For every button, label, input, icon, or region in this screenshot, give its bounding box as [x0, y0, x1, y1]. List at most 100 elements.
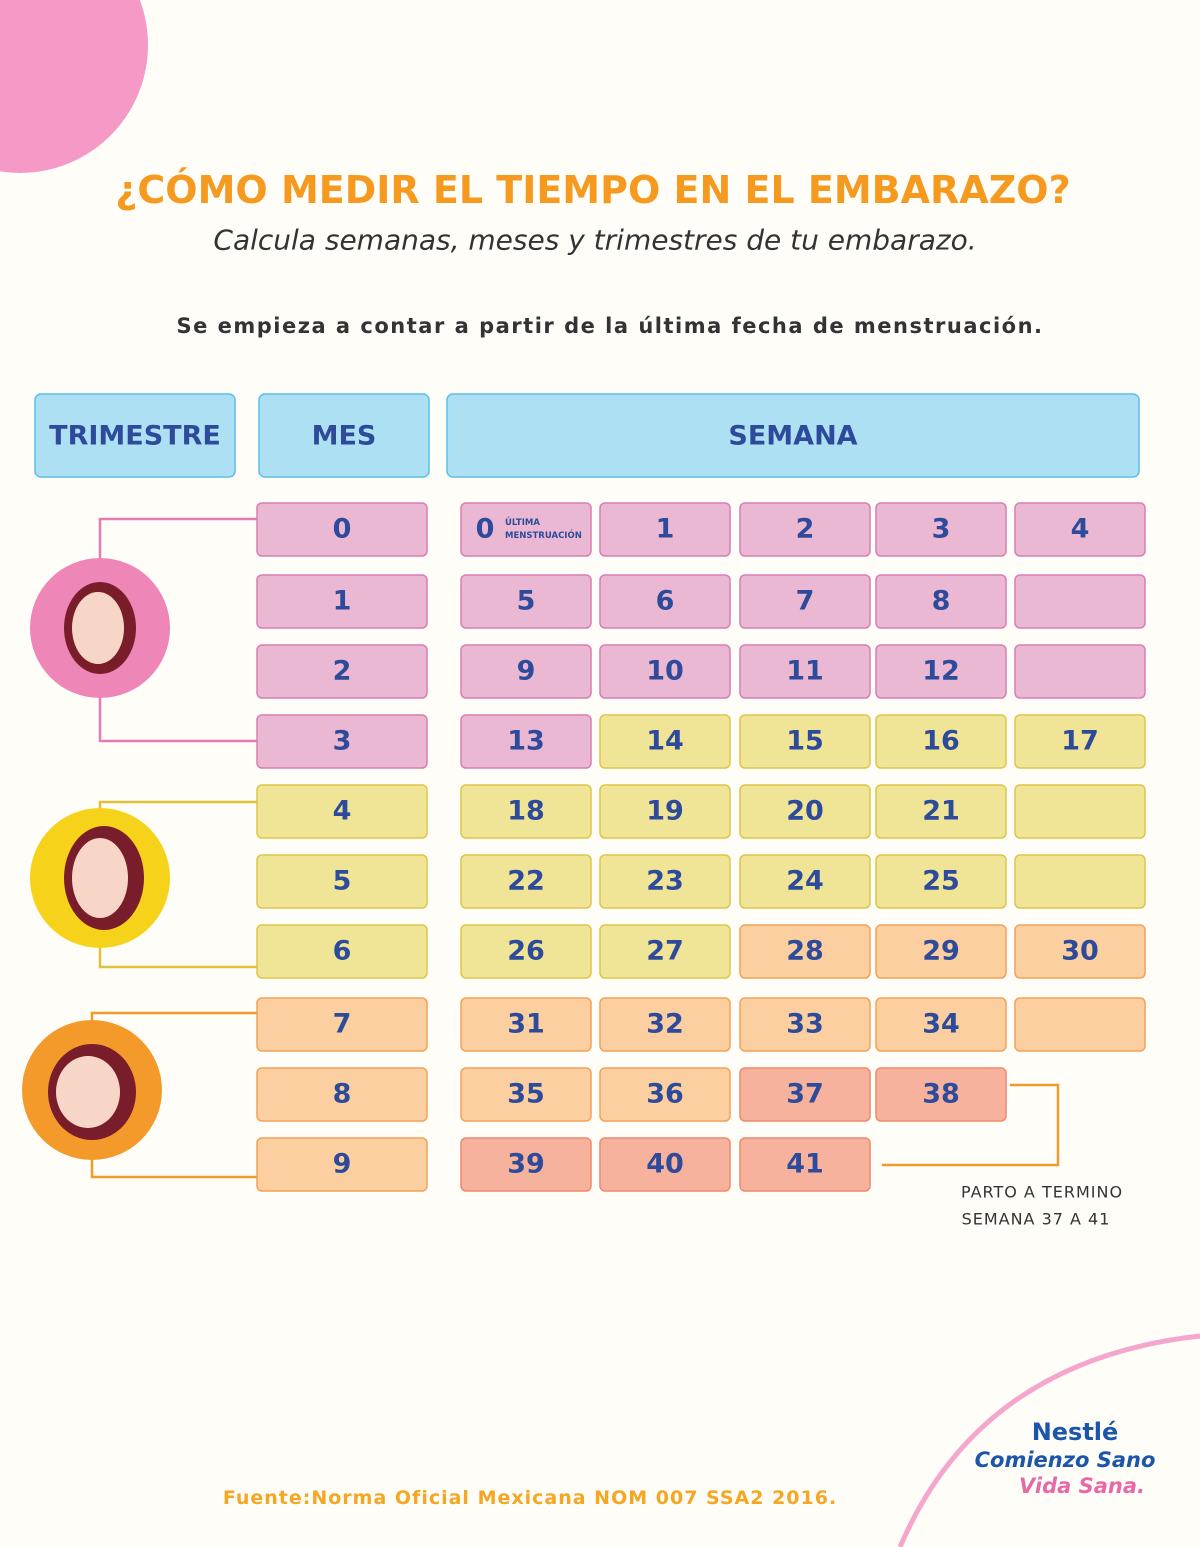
week-cell — [460, 1067, 592, 1122]
week-cell — [1014, 784, 1146, 839]
title: ¿CÓMO MEDIR EL TIEMPO EN EL EMBARAZO? — [115, 168, 1070, 212]
week-label: 11 — [786, 656, 824, 687]
week-label: 14 — [646, 726, 684, 757]
week-cell — [875, 924, 1007, 979]
logo-brand: Nestlé — [1032, 1418, 1119, 1446]
week-cell — [460, 574, 592, 629]
corner-circle — [0, 0, 148, 173]
week-cell — [599, 997, 731, 1052]
week-label: 36 — [646, 1079, 684, 1110]
header-label: SEMANA — [728, 421, 857, 452]
week-label: 18 — [507, 796, 545, 827]
week-label: 21 — [922, 796, 960, 827]
week-cell — [739, 854, 871, 909]
month-cell — [256, 714, 428, 769]
logo-line: Vida Sana. — [1019, 1474, 1145, 1498]
week-cell — [460, 784, 592, 839]
source: Fuente:Norma Oficial Mexicana NOM 007 SS… — [223, 1487, 837, 1509]
week-cell — [460, 997, 592, 1052]
week-label: 28 — [786, 936, 824, 967]
week-note: ÚLTIMA — [505, 516, 540, 528]
month-label: 6 — [333, 936, 352, 967]
week-cell — [460, 644, 592, 699]
week-cell — [1014, 997, 1146, 1052]
week-label: 9 — [517, 656, 536, 687]
week-cell — [739, 997, 871, 1052]
week-label: 7 — [796, 586, 815, 617]
week-cell — [875, 784, 1007, 839]
week-cell — [460, 714, 592, 769]
month-cell — [256, 502, 428, 557]
week-label: 32 — [646, 1009, 684, 1040]
header-box — [258, 393, 430, 478]
week-cell — [599, 1137, 731, 1192]
week-cell — [460, 502, 592, 557]
week-label: 10 — [646, 656, 684, 687]
week-label: 40 — [646, 1149, 684, 1180]
header-label: MES — [312, 421, 377, 452]
month-cell — [256, 1067, 428, 1122]
week-label: 13 — [507, 726, 545, 757]
week-cell — [599, 784, 731, 839]
week-label: 19 — [646, 796, 684, 827]
week-cell — [739, 644, 871, 699]
month-cell — [256, 854, 428, 909]
week-label: 0 — [476, 514, 495, 545]
week-cell — [599, 502, 731, 557]
week-cell — [875, 502, 1007, 557]
week-label: 16 — [922, 726, 960, 757]
week-label: 12 — [922, 656, 960, 687]
header-box — [34, 393, 236, 478]
week-label: 30 — [1061, 936, 1099, 967]
week-cell — [1014, 574, 1146, 629]
month-label: 1 — [333, 586, 352, 617]
week-label: 8 — [932, 586, 951, 617]
week-label: 23 — [646, 866, 684, 897]
week-label: 20 — [786, 796, 824, 827]
week-cell — [739, 924, 871, 979]
week-cell — [599, 644, 731, 699]
month-cell — [256, 1137, 428, 1192]
week-label: 35 — [507, 1079, 545, 1110]
week-label: 41 — [786, 1149, 824, 1180]
week-label: 39 — [507, 1149, 545, 1180]
week-label: 31 — [507, 1009, 545, 1040]
month-cell — [256, 784, 428, 839]
week-label: 4 — [1071, 514, 1090, 545]
week-label: 37 — [786, 1079, 824, 1110]
week-cell — [1014, 714, 1146, 769]
week-cell — [1014, 924, 1146, 979]
logo-line: Comienzo Sano — [975, 1448, 1156, 1472]
month-label: 5 — [333, 866, 352, 897]
week-label: 1 — [656, 514, 675, 545]
week-cell — [739, 1137, 871, 1192]
week-cell — [460, 924, 592, 979]
week-cell — [875, 714, 1007, 769]
month-label: 3 — [333, 726, 352, 757]
week-cell — [1014, 644, 1146, 699]
annotation: PARTO A TERMINO — [961, 1183, 1123, 1202]
week-cell — [599, 574, 731, 629]
week-cell — [875, 644, 1007, 699]
week-cell — [1014, 502, 1146, 557]
note: Se empieza a contar a partir de la últim… — [176, 314, 1043, 338]
week-label: 38 — [922, 1079, 960, 1110]
week-cell — [739, 502, 871, 557]
week-label: 3 — [932, 514, 951, 545]
week-label: 34 — [922, 1009, 960, 1040]
month-label: 4 — [333, 796, 352, 827]
week-label: 33 — [786, 1009, 824, 1040]
week-cell — [460, 1137, 592, 1192]
header-box — [446, 393, 1140, 478]
header-label: TRIMESTRE — [49, 421, 221, 452]
week-label: 22 — [507, 866, 545, 897]
week-cell — [739, 1067, 871, 1122]
week-cell — [739, 574, 871, 629]
week-cell — [875, 1067, 1007, 1122]
week-note: MENSTRUACIÓN — [505, 529, 582, 541]
month-cell — [256, 644, 428, 699]
week-cell — [599, 924, 731, 979]
